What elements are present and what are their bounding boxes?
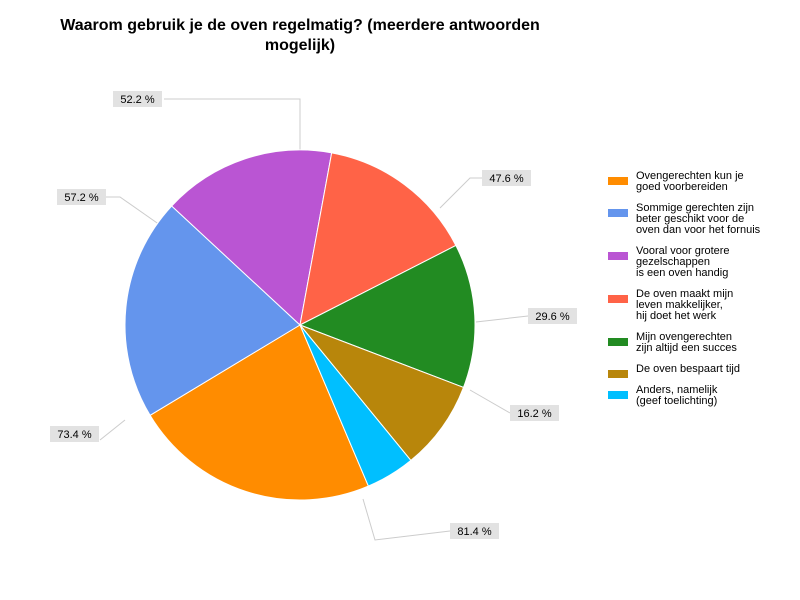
data-label: 52.2 % [113,91,162,107]
pie-slice [124,205,301,416]
data-label-text: 52.2 % [120,94,154,106]
legend-label: De oven maakt mijn leven makkelijker, hi… [636,288,734,322]
data-label: 57.2 % [57,189,106,205]
legend-swatch [608,252,628,260]
legend-swatch [608,209,628,217]
data-label-text: 47.6 % [489,173,523,185]
legend-swatch [608,338,628,346]
chart-title: Waarom gebruik je de oven regelmatig? (m… [60,17,540,54]
legend-label: Mijn ovengerechten zijn altijd een succe… [636,331,737,354]
legend-item: Anders, namelijk (geef toelichting) [608,385,798,407]
data-label-text: 16.2 % [517,408,551,420]
pie-slice [299,324,412,487]
data-label-text: 81.4 % [457,526,491,538]
legend-item: Ovengerechten kun je goed voorbereiden [608,171,798,193]
leader-line [362,498,451,541]
legend-item: Sommige gerechten zijn beter geschikt vo… [608,203,798,236]
legend-swatch [608,177,628,185]
data-label-background [113,91,162,107]
pie-slice [299,152,457,326]
legend-label: Vooral voor grotere gezelschappen is een… [636,245,730,279]
pie-slice [170,149,333,326]
pie-slice [149,324,370,501]
legend-label: Anders, namelijk (geef toelichting) [636,384,718,407]
legend-item: Mijn ovengerechten zijn altijd een succe… [608,332,798,354]
data-label-text: 73.4 % [57,429,91,441]
data-labels: 81.4 % 73.4 % 57.2 % 52.2 % 47.6 % 29.6 % 16.2… [50,91,577,539]
data-label: 47.6 % [482,170,531,186]
data-label-background [528,308,577,324]
leader-line [439,177,482,209]
legend-swatch [608,370,628,378]
legend-label: De oven bespaart tijd [636,363,740,375]
data-label-background [450,523,499,539]
data-label-background [50,426,99,442]
leader-line [99,419,126,441]
leader-line [475,315,529,323]
legend-swatch [608,295,628,303]
pie-slice [298,323,465,462]
leader-line [469,389,511,414]
legend-item: Vooral voor grotere gezelschappen is een… [608,246,798,279]
data-label: 29.6 % [528,308,577,324]
pie-slice [298,244,476,389]
data-label: 81.4 % [450,523,499,539]
data-label-text: 29.6 % [535,311,569,323]
legend-label: Ovengerechten kun je goed voorbereiden [636,170,744,193]
legend-swatch [608,391,628,399]
data-label-background [57,189,106,205]
data-label-background [482,170,531,186]
legend: Ovengerechten kun je goed voorbereiden So… [608,171,798,407]
legend-item: De oven bespaart tijd [608,363,798,378]
pie-slices [124,149,476,501]
data-label-text: 57.2 % [64,192,98,204]
legend-item: De oven maakt mijn leven makkelijker, hi… [608,289,798,322]
legend-label: Sommige gerechten zijn beter geschikt vo… [636,202,761,236]
data-label: 73.4 % [50,426,99,442]
data-label-background [510,405,559,421]
leader-line [164,98,301,150]
leader-lines [99,98,529,541]
leader-line [106,196,161,226]
data-label: 16.2 % [510,405,559,421]
